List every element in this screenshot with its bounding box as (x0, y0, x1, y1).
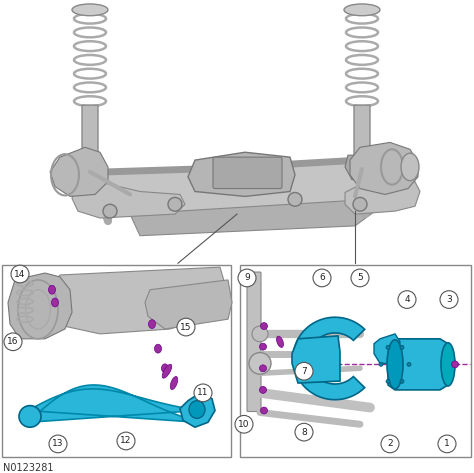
Ellipse shape (259, 386, 266, 394)
FancyBboxPatch shape (354, 105, 370, 161)
Text: 10: 10 (238, 420, 250, 429)
Text: 7: 7 (301, 367, 307, 376)
Ellipse shape (170, 377, 178, 390)
Text: 4: 4 (404, 295, 410, 304)
Ellipse shape (400, 379, 404, 383)
Circle shape (194, 384, 212, 402)
Ellipse shape (288, 193, 302, 206)
Ellipse shape (48, 285, 55, 294)
Polygon shape (72, 180, 185, 218)
Polygon shape (8, 273, 72, 339)
Polygon shape (50, 147, 108, 196)
Ellipse shape (452, 361, 458, 368)
Ellipse shape (155, 344, 162, 353)
Text: 14: 14 (14, 270, 26, 279)
FancyBboxPatch shape (2, 265, 231, 457)
Text: 11: 11 (197, 388, 209, 397)
Ellipse shape (344, 4, 380, 16)
Polygon shape (388, 339, 448, 390)
Circle shape (438, 435, 456, 453)
Ellipse shape (259, 343, 266, 350)
Text: N0123281: N0123281 (3, 463, 54, 473)
Polygon shape (130, 199, 375, 236)
Text: 8: 8 (301, 428, 307, 437)
Text: 1: 1 (444, 439, 450, 448)
Polygon shape (180, 393, 215, 427)
Polygon shape (145, 280, 232, 329)
Text: 12: 12 (120, 437, 132, 446)
Ellipse shape (276, 336, 283, 347)
FancyBboxPatch shape (213, 157, 282, 189)
FancyBboxPatch shape (82, 105, 98, 161)
Circle shape (295, 362, 313, 380)
Polygon shape (95, 157, 390, 216)
Polygon shape (45, 267, 228, 334)
Ellipse shape (249, 352, 271, 374)
Ellipse shape (148, 320, 155, 329)
Polygon shape (293, 317, 365, 400)
Ellipse shape (19, 406, 41, 427)
FancyBboxPatch shape (247, 272, 261, 412)
Ellipse shape (103, 204, 117, 218)
Ellipse shape (386, 345, 390, 350)
Ellipse shape (441, 343, 455, 386)
Ellipse shape (189, 401, 205, 419)
Ellipse shape (400, 345, 404, 350)
Circle shape (398, 291, 416, 308)
Ellipse shape (52, 298, 58, 307)
Text: 16: 16 (7, 337, 19, 346)
Ellipse shape (407, 362, 411, 366)
Ellipse shape (259, 365, 266, 372)
Circle shape (177, 318, 195, 336)
Ellipse shape (168, 197, 182, 211)
Text: 9: 9 (244, 273, 250, 282)
Ellipse shape (72, 4, 108, 16)
Ellipse shape (353, 197, 367, 211)
Circle shape (238, 269, 256, 287)
Circle shape (49, 435, 67, 453)
Text: 2: 2 (387, 439, 393, 448)
Polygon shape (374, 334, 400, 363)
Ellipse shape (401, 153, 419, 181)
Circle shape (295, 423, 313, 441)
Circle shape (313, 269, 331, 287)
Ellipse shape (387, 340, 403, 389)
Text: 15: 15 (180, 323, 192, 332)
Text: 3: 3 (446, 295, 452, 304)
Polygon shape (188, 152, 295, 196)
Polygon shape (28, 385, 198, 422)
FancyBboxPatch shape (0, 0, 474, 254)
Ellipse shape (162, 364, 172, 378)
Circle shape (11, 265, 29, 283)
Text: 13: 13 (52, 439, 64, 448)
Circle shape (351, 269, 369, 287)
Text: 6: 6 (319, 273, 325, 282)
Polygon shape (345, 182, 420, 214)
FancyBboxPatch shape (240, 265, 471, 457)
Polygon shape (74, 160, 106, 184)
Polygon shape (292, 336, 340, 383)
Circle shape (117, 432, 135, 450)
Ellipse shape (261, 407, 267, 414)
Ellipse shape (379, 362, 383, 366)
Ellipse shape (162, 364, 168, 373)
Polygon shape (345, 155, 378, 180)
Ellipse shape (386, 379, 390, 383)
Circle shape (381, 435, 399, 453)
Ellipse shape (261, 323, 267, 330)
Ellipse shape (252, 326, 268, 342)
Circle shape (4, 333, 22, 350)
Text: 5: 5 (357, 273, 363, 282)
Circle shape (235, 415, 253, 433)
Polygon shape (350, 142, 418, 194)
Circle shape (440, 291, 458, 308)
